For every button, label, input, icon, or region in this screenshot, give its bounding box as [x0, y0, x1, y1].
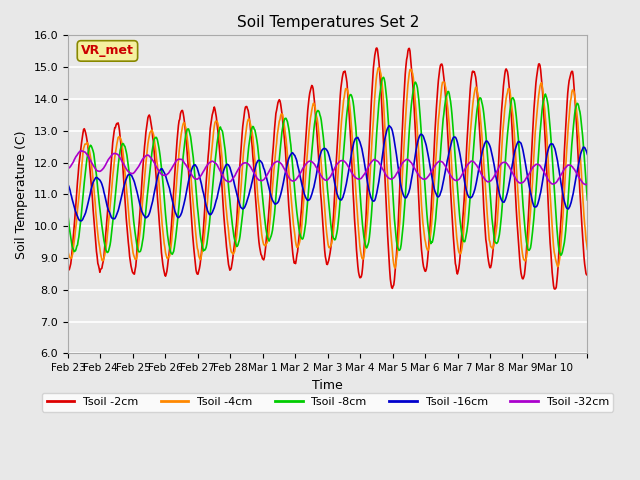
Text: VR_met: VR_met	[81, 45, 134, 58]
Legend: Tsoil -2cm, Tsoil -4cm, Tsoil -8cm, Tsoil -16cm, Tsoil -32cm: Tsoil -2cm, Tsoil -4cm, Tsoil -8cm, Tsoi…	[42, 393, 613, 411]
X-axis label: Time: Time	[312, 379, 343, 392]
Title: Soil Temperatures Set 2: Soil Temperatures Set 2	[237, 15, 419, 30]
Y-axis label: Soil Temperature (C): Soil Temperature (C)	[15, 130, 28, 259]
